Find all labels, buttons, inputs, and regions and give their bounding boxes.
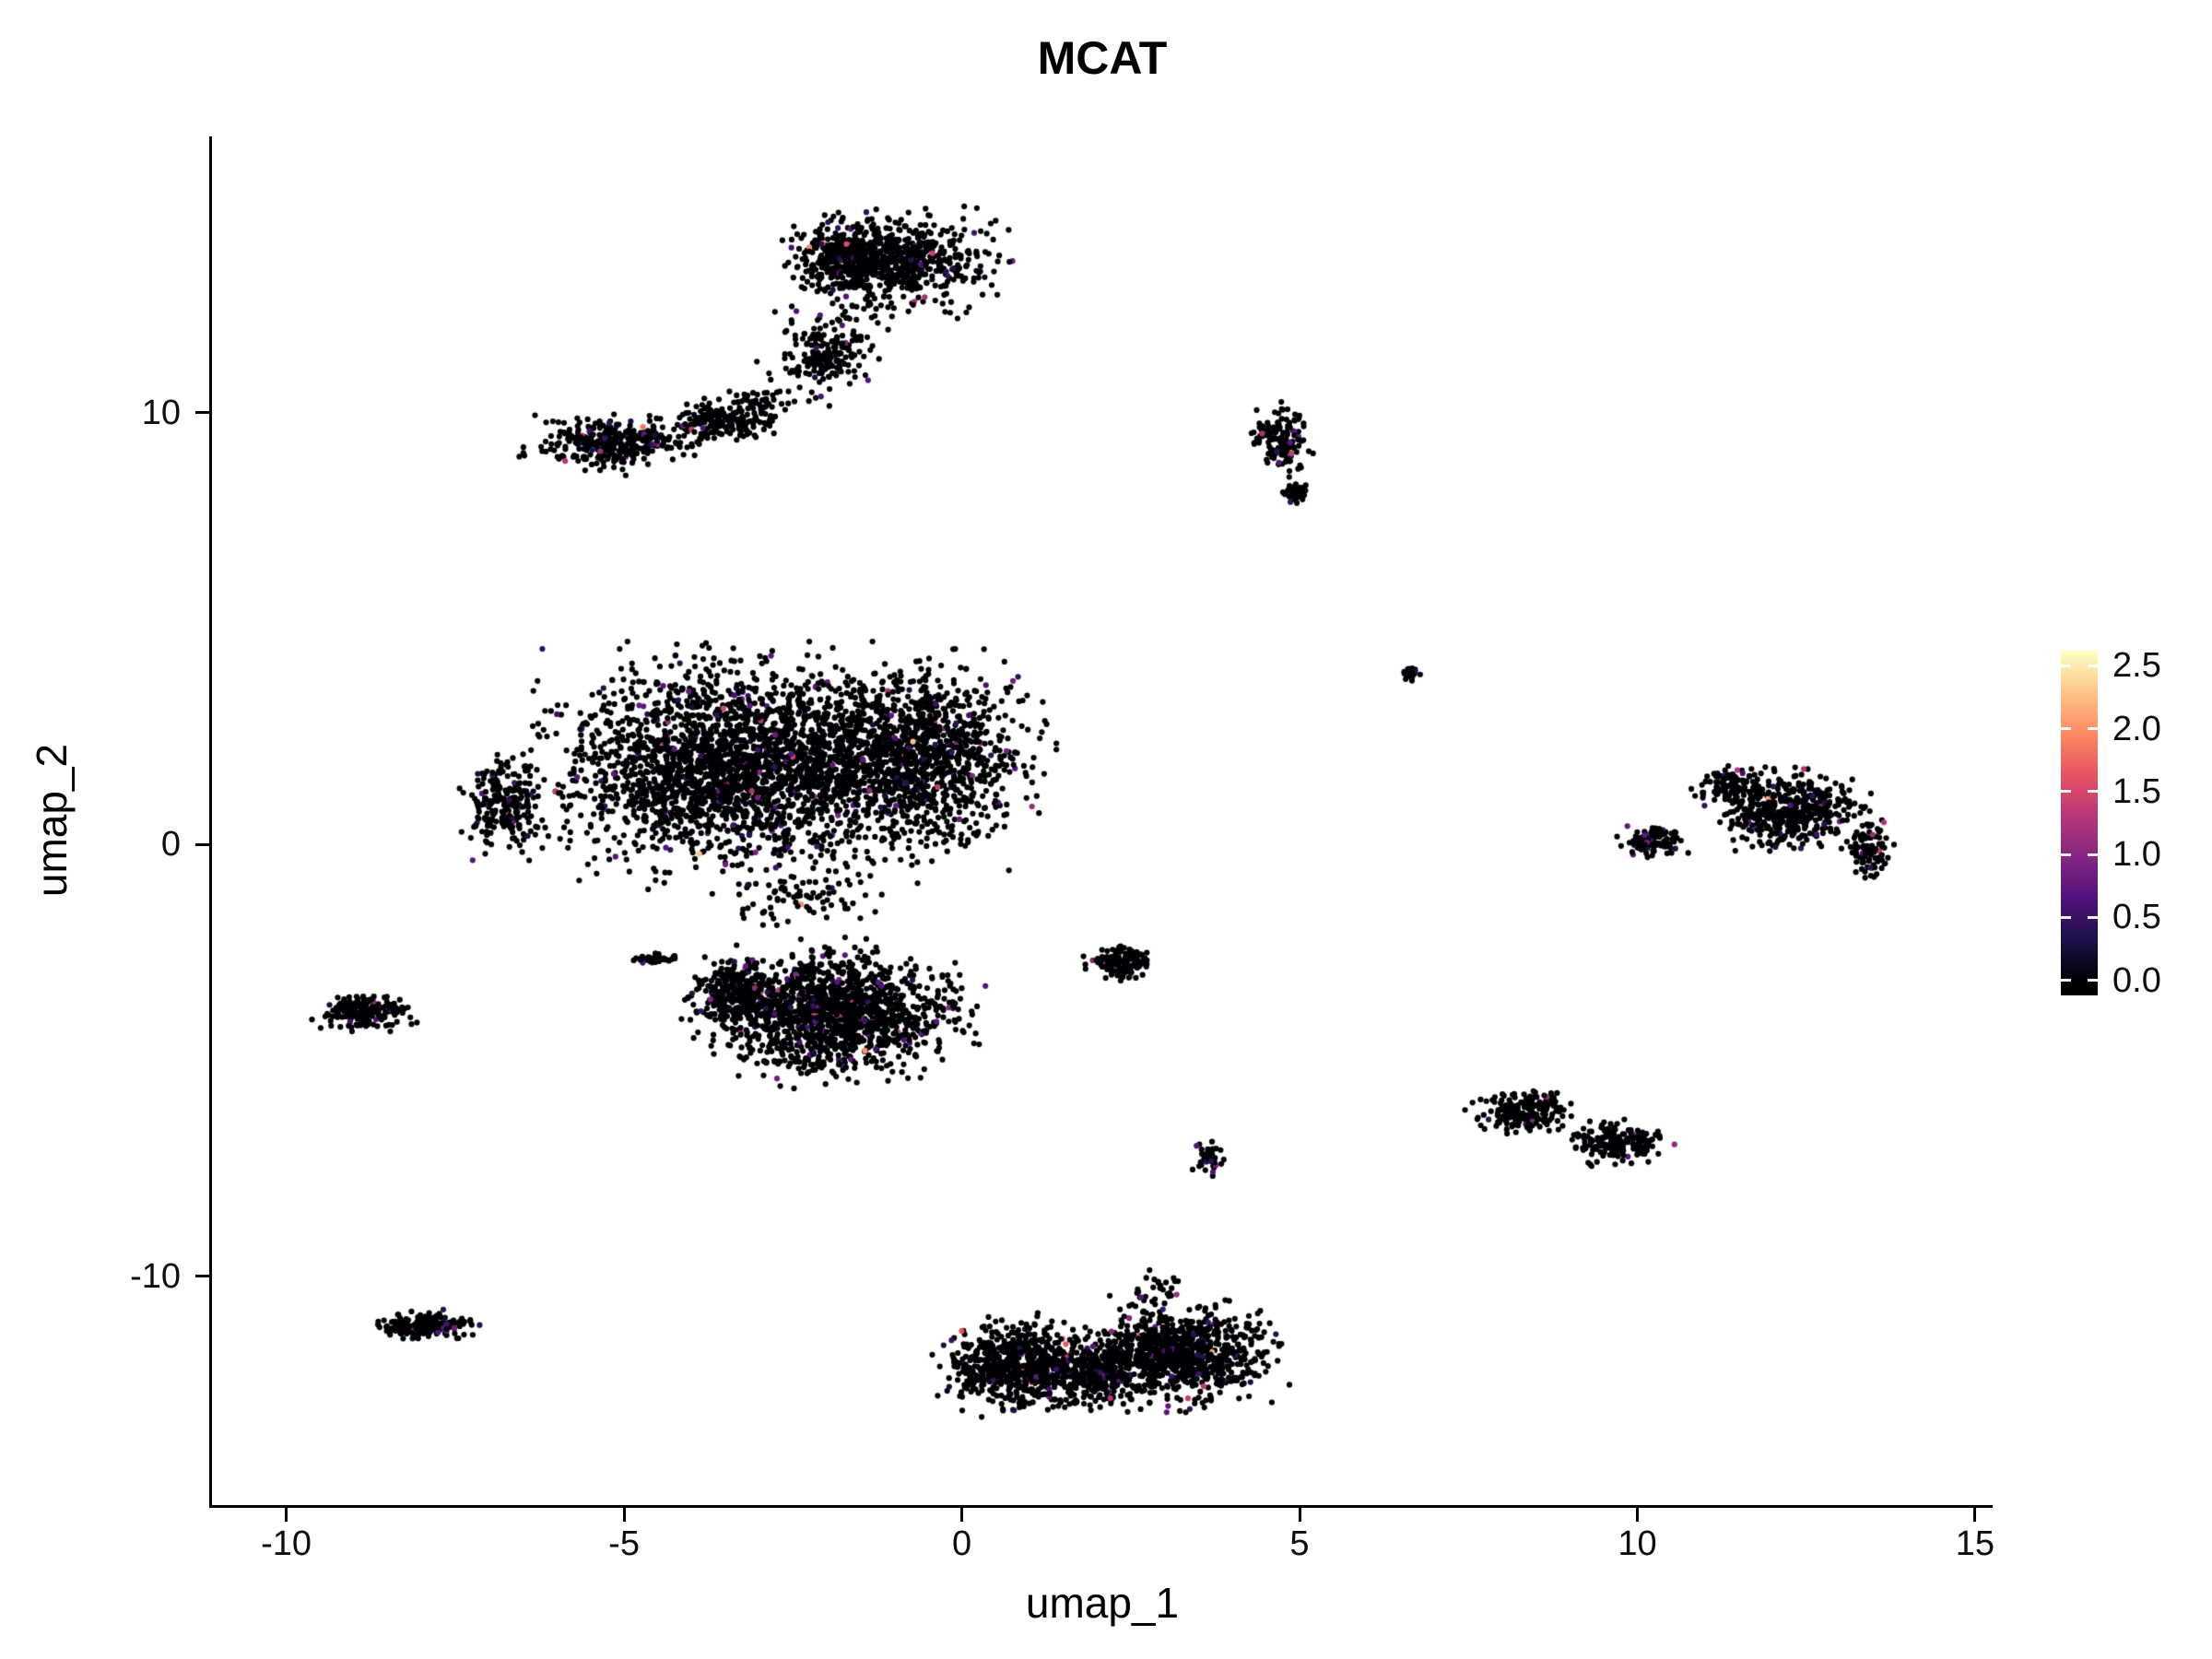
y-tick-label: 10	[141, 393, 181, 432]
x-tick-label: -10	[261, 1524, 312, 1563]
x-tick-mark	[960, 1508, 964, 1522]
x-tick-mark	[622, 1508, 626, 1522]
x-tick-mark	[1635, 1508, 1639, 1522]
colorbar-tick-mark	[2088, 727, 2098, 731]
colorbar-tick-label: 0.0	[2112, 960, 2161, 1000]
colorbar-tick-mark	[2088, 915, 2098, 919]
plot-title: MCAT	[1037, 32, 1168, 84]
colorbar-tick-mark	[2061, 790, 2071, 794]
colorbar-gradient	[2061, 651, 2098, 995]
x-tick-label: 0	[951, 1524, 972, 1563]
colorbar-tick-mark	[2088, 664, 2098, 667]
colorbar-tick-mark	[2061, 915, 2071, 919]
colorbar-tick-mark	[2061, 664, 2071, 667]
colorbar-tick-label: 2.5	[2112, 646, 2161, 686]
colorbar-tick-mark	[2088, 979, 2098, 982]
x-tick-mark	[1298, 1508, 1301, 1522]
colorbar-tick-label: 2.0	[2112, 709, 2161, 748]
colorbar-tick-label: 1.5	[2112, 771, 2161, 811]
colorbar-tick-label: 0.5	[2112, 898, 2161, 937]
x-tick-label: 15	[1955, 1524, 1995, 1563]
colorbar-tick-mark	[2061, 979, 2071, 982]
colorbar-tick-mark	[2061, 853, 2071, 856]
x-tick-mark	[285, 1508, 288, 1522]
x-tick-label: 10	[1618, 1524, 1657, 1563]
plot-panel-axes	[209, 136, 1993, 1508]
colorbar-tick-mark	[2061, 727, 2071, 731]
colorbar-tick-mark	[2088, 790, 2098, 794]
y-tick-mark	[195, 1275, 209, 1278]
y-tick-label: -10	[130, 1256, 181, 1296]
x-tick-label: -5	[608, 1524, 640, 1563]
colorbar-tick-mark	[2088, 853, 2098, 856]
x-axis-label: umap_1	[1025, 1579, 1180, 1627]
y-tick-mark	[195, 411, 209, 415]
y-tick-label: 0	[160, 825, 181, 865]
y-axis-label: umap_2	[28, 743, 76, 898]
x-tick-label: 5	[1289, 1524, 1310, 1563]
colorbar-tick-label: 1.0	[2112, 835, 2161, 875]
x-tick-mark	[1973, 1508, 1977, 1522]
y-tick-mark	[195, 842, 209, 846]
